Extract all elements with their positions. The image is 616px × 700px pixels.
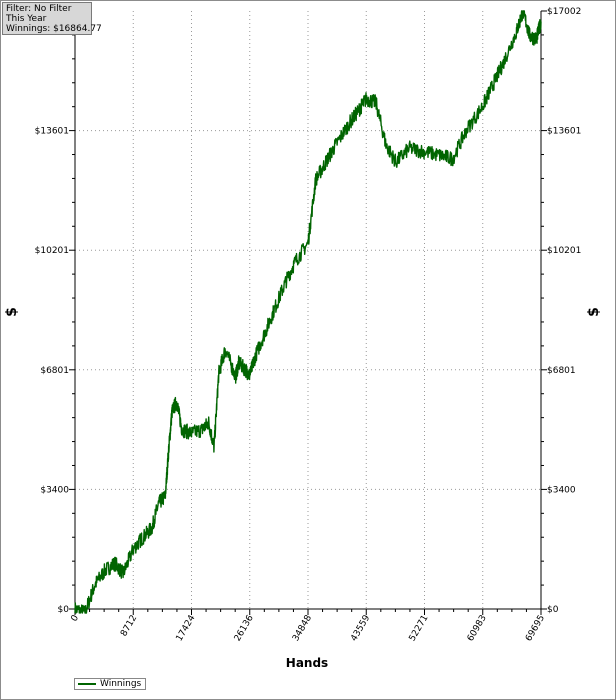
winnings-text: Winnings: $16864.77 (6, 24, 102, 34)
x-tick-labels: 0 8712 17424 26136 34848 43559 52271 60983 69695 (70, 613, 548, 643)
y-tick-label: $13601 (547, 127, 581, 137)
y-tick-label: $17002 (547, 7, 581, 17)
axes (69, 10, 547, 615)
legend: Winnings (74, 678, 146, 690)
y-tick-label: $10201 (547, 246, 581, 256)
x-tick-label: 34848 (291, 613, 314, 643)
y-tick-labels-left: $0$3400$6801$10201$13601$17002 (35, 7, 70, 615)
series-line-winnings (74, 10, 542, 614)
x-tick-label: 8712 (119, 614, 139, 639)
x-axis-label: Hands (286, 656, 328, 670)
x-tick-label: 17424 (175, 613, 198, 643)
legend-swatch (78, 683, 96, 685)
period-text: This Year (6, 14, 47, 24)
grid-lines (75, 11, 541, 609)
y-tick-label: $3400 (40, 485, 69, 495)
x-tick-label: 52271 (408, 614, 431, 644)
y-tick-label: $6801 (40, 366, 69, 376)
x-tick-label: 26136 (233, 613, 256, 643)
y-axis-label-left: $ (4, 307, 20, 317)
y-tick-labels-right: $0 $3400 $6801 $10201 $13601 $17002 (547, 7, 581, 615)
y-tick-label: $10201 (35, 246, 69, 256)
y-tick-label: $0 (547, 605, 559, 615)
legend-label: Winnings (100, 679, 142, 689)
y-tick-label: $13601 (35, 127, 69, 137)
y-axis-label-right: $ (586, 307, 602, 317)
x-tick-label: 60983 (466, 614, 489, 644)
x-tick-label: 43559 (349, 613, 372, 643)
filter-text: Filter: No Filter (6, 4, 72, 14)
series-layer (74, 10, 542, 614)
y-tick-label: $3400 (547, 485, 576, 495)
summary-box: Filter: No Filter This Year Winnings: $1… (2, 2, 102, 35)
y-tick-label: $6801 (547, 366, 576, 376)
y-tick-label: $0 (58, 605, 70, 615)
x-tick-label: 69695 (524, 614, 547, 644)
x-tick-label: 0 (70, 613, 82, 623)
